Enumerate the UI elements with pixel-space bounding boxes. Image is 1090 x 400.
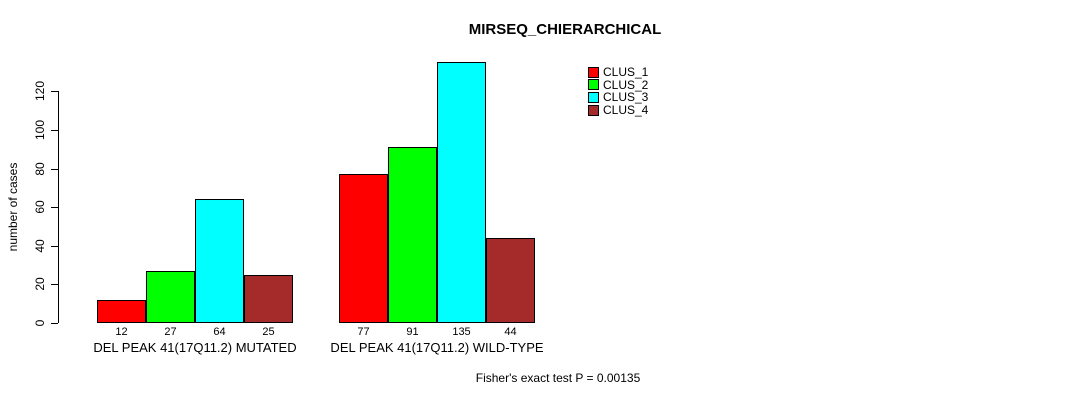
group-label: DEL PEAK 41(17Q11.2) MUTATED [93,340,297,355]
bar-clus_4 [244,275,293,323]
bar-clus_1 [339,174,388,323]
y-axis-tick-label: 100 [33,119,47,141]
legend-swatch [588,91,599,103]
legend-item-clus_1: CLUS_1 [588,66,648,79]
y-axis-tick-label: 0 [33,319,47,327]
y-axis-tick-label: 40 [33,239,47,253]
bar-clus_2 [388,147,437,323]
y-axis-tick-label: 60 [33,200,47,214]
bar-value-label: 64 [213,326,226,338]
bar-clus_3 [195,199,244,323]
bar-clus_1 [97,300,146,323]
y-axis-line [58,91,59,323]
annotation-text: Fisher's exact test P = 0.00135 [475,371,641,385]
y-axis-tick-label: 120 [33,81,47,102]
chart-title: MIRSEQ_CHIERARCHICAL [468,21,662,38]
y-axis-label: number of cases [6,162,20,252]
y-axis-tick [51,323,58,324]
bar-clus_4 [486,238,535,323]
legend-item-clus_2: CLUS_2 [588,79,648,92]
group-label: DEL PEAK 41(17Q11.2) WILD-TYPE [330,340,544,355]
legend-label: CLUS_1 [603,65,649,80]
y-axis-tick [51,168,58,170]
legend-item-clus_4: CLUS_4 [588,104,648,117]
bar-value-label: 77 [357,326,370,338]
legend-label: CLUS_2 [603,77,649,92]
y-axis-tick [51,91,58,93]
y-axis-tick [51,245,58,247]
bar-value-label: 27 [164,326,177,338]
legend-swatch [588,104,599,116]
legend-swatch [588,79,599,91]
bar-clus_2 [146,271,195,323]
bar-value-label: 91 [406,326,419,338]
legend-label: CLUS_3 [603,90,649,105]
bar-value-label: 12 [115,326,128,338]
legend: CLUS_1 CLUS_2 CLUS_3 CLUS_4 [588,66,648,116]
y-axis-tick-label: 80 [33,161,47,176]
bar-value-label: 135 [452,326,471,338]
y-axis-tick [51,130,58,131]
legend-item-clus_3: CLUS_3 [588,91,648,104]
bar-value-label: 25 [262,326,275,338]
y-axis-tick [51,207,58,209]
bar-clus_3 [437,62,486,323]
y-axis-tick [51,284,58,286]
y-axis-tick-label: 20 [33,277,47,292]
bar-value-label: 44 [504,326,517,338]
legend-swatch [588,66,599,78]
legend-label: CLUS_4 [603,103,649,118]
